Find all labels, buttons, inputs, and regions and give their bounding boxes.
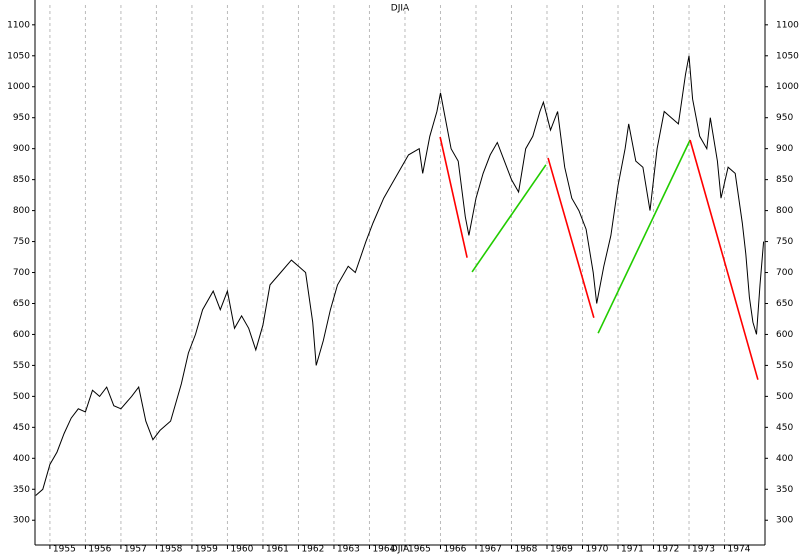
x-tick-label: 1965 xyxy=(408,545,431,555)
y-tick-label-right: 850 xyxy=(776,175,793,185)
x-tick-label: 1964 xyxy=(372,545,395,555)
y-tick-label-right: 400 xyxy=(776,454,793,464)
price-line xyxy=(35,55,765,496)
y-tick-label: 500 xyxy=(13,392,30,402)
x-axis-label: DJIA xyxy=(391,545,410,555)
y-tick-label-right: 650 xyxy=(776,299,793,309)
trend-line xyxy=(689,139,759,380)
y-tick-label: 300 xyxy=(13,516,30,526)
y-tick-label-right: 500 xyxy=(776,392,793,402)
y-tick-label-right: 350 xyxy=(776,485,793,495)
y-tick-label: 1000 xyxy=(7,82,30,92)
x-tick-label: 1973 xyxy=(692,545,715,555)
y-tick-label: 1050 xyxy=(7,51,30,61)
y-tick-label: 1100 xyxy=(7,20,30,30)
trend-line xyxy=(597,139,691,334)
x-tick-label: 1960 xyxy=(230,545,253,555)
x-tick-label: 1970 xyxy=(586,545,609,555)
y-tick-label-right: 550 xyxy=(776,361,793,371)
x-tick-label: 1974 xyxy=(728,545,751,555)
x-tick-label: 1956 xyxy=(88,545,111,555)
x-tick-label: 1958 xyxy=(159,545,182,555)
x-tick-label: 1968 xyxy=(514,545,537,555)
x-tick-label: 1959 xyxy=(195,545,218,555)
y-tick-label-right: 450 xyxy=(776,423,793,433)
x-tick-label: 1962 xyxy=(301,545,324,555)
y-tick-label-right: 1000 xyxy=(776,82,799,92)
x-tick-label: 1967 xyxy=(479,545,502,555)
y-tick-label-right: 300 xyxy=(776,516,793,526)
x-tick-label: 1971 xyxy=(621,545,644,555)
y-tick-label-right: 1050 xyxy=(776,51,799,61)
trend-line xyxy=(471,164,547,273)
x-tick-label: 1963 xyxy=(337,545,360,555)
y-tick-label-right: 1100 xyxy=(776,20,799,30)
trend-line xyxy=(439,136,468,258)
y-tick-label: 450 xyxy=(13,423,30,433)
x-tick-label: 1972 xyxy=(657,545,680,555)
y-tick-label: 550 xyxy=(13,361,30,371)
x-tick-label: 1955 xyxy=(53,545,76,555)
x-tick-label: 1961 xyxy=(266,545,289,555)
y-tick-label: 850 xyxy=(13,175,30,185)
chart-title: DJIA xyxy=(391,4,410,14)
x-tick-label: 1957 xyxy=(124,545,147,555)
x-tick-label: 1969 xyxy=(550,545,573,555)
y-tick-label-right: 950 xyxy=(776,113,793,123)
y-tick-label: 600 xyxy=(13,330,30,340)
y-tick-label: 750 xyxy=(13,237,30,247)
y-tick-label-right: 800 xyxy=(776,206,793,216)
y-tick-label-right: 700 xyxy=(776,268,793,278)
y-tick-label: 900 xyxy=(13,144,30,154)
x-tick-label: 1966 xyxy=(443,545,466,555)
y-tick-label: 350 xyxy=(13,485,30,495)
trend-line xyxy=(547,157,595,318)
y-tick-label-right: 750 xyxy=(776,237,793,247)
y-tick-label: 400 xyxy=(13,454,30,464)
y-tick-label-right: 600 xyxy=(776,330,793,340)
y-tick-label: 650 xyxy=(13,299,30,309)
y-tick-label: 950 xyxy=(13,113,30,123)
y-tick-label: 800 xyxy=(13,206,30,216)
y-tick-label: 700 xyxy=(13,268,30,278)
y-tick-label-right: 900 xyxy=(776,144,793,154)
